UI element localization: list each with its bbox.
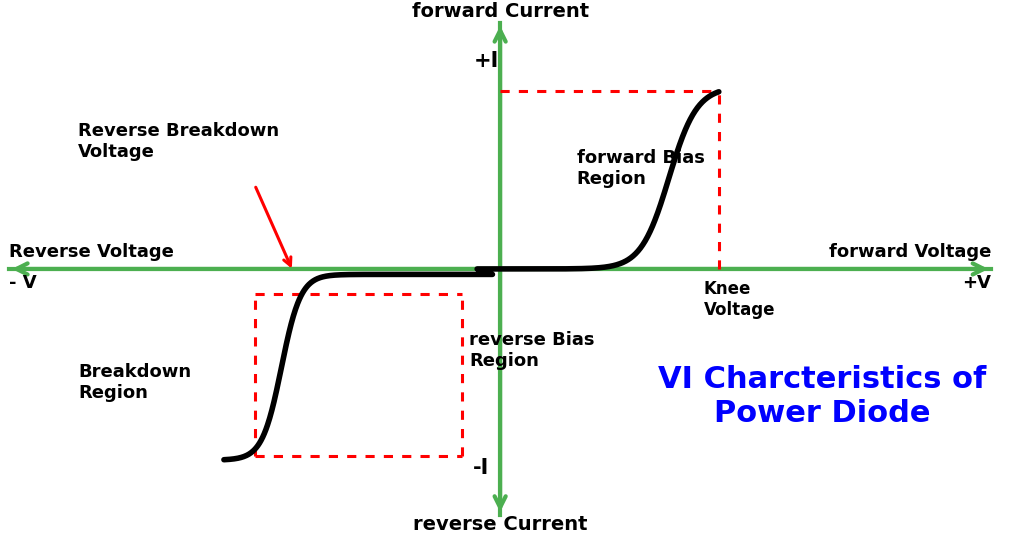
Text: forward Bias
Region: forward Bias Region <box>577 150 705 188</box>
Text: reverse Current: reverse Current <box>413 515 588 534</box>
Text: +V: +V <box>963 274 991 293</box>
Text: -I: -I <box>473 458 489 479</box>
Text: reverse Bias
Region: reverse Bias Region <box>469 331 595 370</box>
Text: forward Voltage: forward Voltage <box>828 243 991 260</box>
Text: VI Charcteristics of
Power Diode: VI Charcteristics of Power Diode <box>658 365 986 428</box>
Text: Reverse Breakdown
Voltage: Reverse Breakdown Voltage <box>78 122 280 161</box>
Text: Knee
Voltage: Knee Voltage <box>703 280 775 319</box>
Text: - V: - V <box>9 274 37 293</box>
Text: Reverse Voltage: Reverse Voltage <box>9 243 174 260</box>
Text: +I: +I <box>473 51 499 71</box>
Text: forward Current: forward Current <box>412 2 589 21</box>
Text: Breakdown
Region: Breakdown Region <box>78 363 191 402</box>
